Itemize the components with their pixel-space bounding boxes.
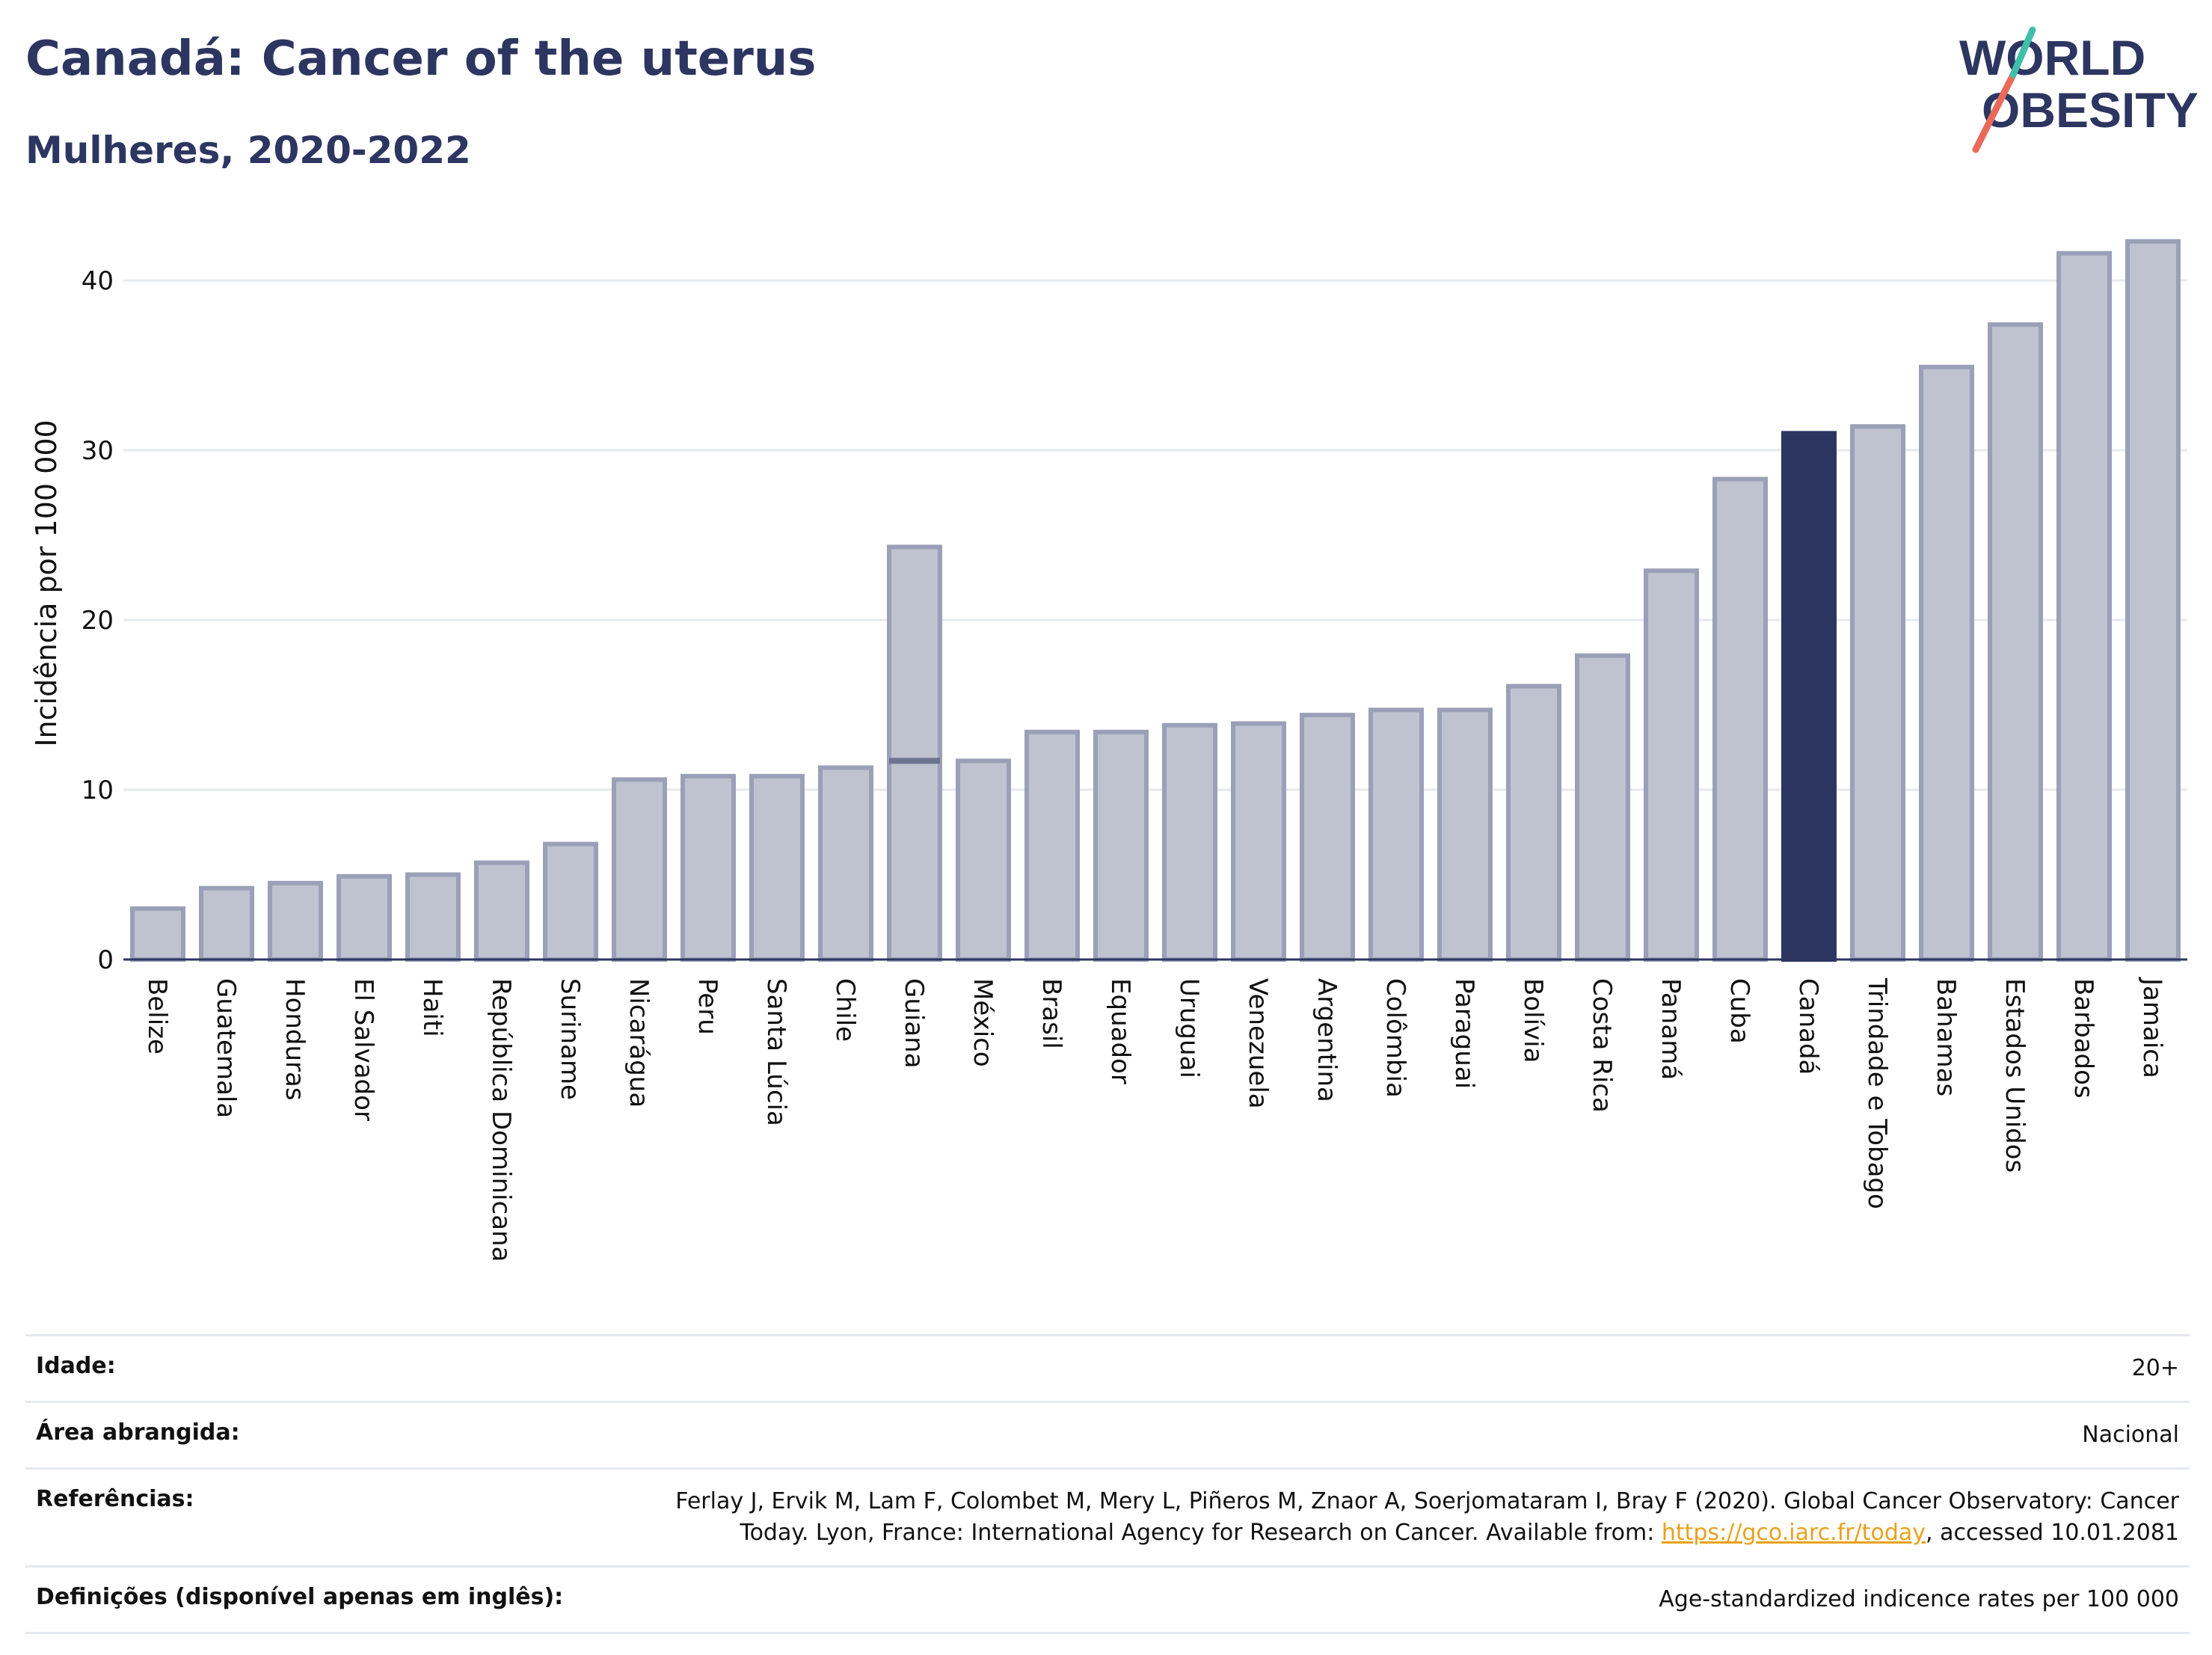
bars (130, 239, 2181, 962)
x-tick-label: Estados Unidos (2000, 978, 2030, 1173)
bar (1575, 653, 1630, 962)
bar (1644, 568, 1699, 962)
meta-key: Definições (disponível apenas em inglês)… (25, 1565, 615, 1634)
bar (612, 777, 667, 962)
metadata-table: Idade: 20+ Área abrangida: Nacional Refe… (25, 1334, 2190, 1634)
logo-slash-red (1972, 71, 2017, 153)
bar (405, 872, 461, 962)
y-axis-title: Incidência por 100 000 (30, 420, 63, 746)
x-tick-label: Equador (1105, 978, 1135, 1084)
x-tick-label: Belize (142, 978, 172, 1054)
x-tick-label: Argentina (1312, 978, 1342, 1102)
x-tick-label: Honduras (280, 978, 310, 1101)
y-tick-label: 20 (82, 606, 114, 636)
bar (1850, 424, 1905, 962)
y-tick-label: 10 (82, 776, 114, 805)
x-tick-label: Brasil (1036, 978, 1066, 1049)
bar (1368, 707, 1424, 962)
logo-line2: OBESITY (1982, 82, 2199, 138)
bar (268, 880, 323, 962)
meta-row-area: Área abrangida: Nacional (25, 1401, 2190, 1469)
x-tick-label: Venezuela (1243, 978, 1273, 1109)
meta-key: Área abrangida: (25, 1401, 615, 1469)
x-tick-label: Guiana (899, 978, 929, 1069)
bar (956, 758, 1011, 962)
meta-key: Referências: (25, 1467, 615, 1567)
reference-link[interactable]: https://gco.iarc.fr/today (1661, 1520, 1926, 1546)
x-tick-label: Jamaica (2137, 977, 2167, 1078)
x-tick-label: Nicarágua (624, 978, 654, 1108)
bar (749, 773, 805, 962)
x-tick-label: El Salvador (348, 978, 378, 1121)
meta-row-references: Referências: Ferlay J, Ervik M, Lam F, C… (25, 1467, 2190, 1567)
meta-value: Nacional (615, 1401, 2190, 1469)
x-axis-labels: Belize Guatemala Honduras El Salvador Haiti R… (142, 977, 2167, 1262)
x-tick-label: Panamá (1656, 978, 1686, 1080)
x-tick-label: Peru (692, 978, 722, 1035)
logo-slash-teal (2009, 26, 2036, 79)
bar (818, 765, 873, 962)
x-tick-label: República Dominicana (486, 978, 516, 1262)
meta-row-definitions: Definições (disponível apenas em inglês)… (25, 1565, 2190, 1634)
bar (2125, 239, 2181, 962)
x-tick-label: Trindade e Tobago (1862, 977, 1892, 1209)
bar (681, 773, 736, 962)
x-tick-label: Haiti (417, 978, 447, 1037)
x-tick-label: Colômbia (1380, 978, 1410, 1098)
meta-value: Age-standardized indicence rates per 100… (615, 1565, 2190, 1634)
x-tick-label: México (968, 978, 998, 1067)
y-axis-ticks: 0 10 20 30 40 (82, 266, 114, 975)
x-tick-label: Suriname (555, 978, 585, 1100)
bar (1231, 721, 1286, 962)
bar (199, 885, 254, 962)
y-tick-label: 30 (82, 436, 114, 466)
x-tick-label: Barbados (2068, 978, 2098, 1099)
x-tick-label: Canadá (1793, 978, 1823, 1075)
bar (1437, 707, 1493, 962)
bar (543, 841, 598, 962)
x-tick-label: Chile (830, 978, 860, 1042)
x-tick-label: Cuba (1724, 978, 1754, 1044)
bar (1712, 476, 1768, 962)
y-tick-label: 40 (82, 266, 114, 296)
meta-value: 20+ (615, 1334, 2190, 1402)
x-tick-label: Uruguai (1174, 978, 1204, 1078)
bar (2056, 251, 2112, 962)
meta-value: Ferlay J, Ervik M, Lam F, Colombet M, Me… (615, 1467, 2190, 1567)
bar (1919, 364, 1974, 962)
grid-lines (123, 279, 2187, 791)
reference-text: Ferlay J, Ervik M, Lam F, Colombet M, Me… (675, 1488, 2179, 1546)
bar (1024, 729, 1080, 962)
chart-title: Canadá: Cancer of the uterus (25, 31, 817, 87)
reference-accessed: , accessed 10.01.2081 (1926, 1520, 2179, 1546)
x-tick-label: Paraguai (1449, 978, 1479, 1089)
logo-line1: WORLD (1959, 30, 2145, 85)
x-tick-label: Bolívia (1518, 978, 1548, 1063)
x-tick-label: Costa Rica (1587, 978, 1617, 1113)
bar-highlighted (1781, 431, 1837, 962)
x-tick-label: Santa Lúcia (761, 978, 791, 1126)
world-obesity-logo: WORLD OBESITY (1959, 26, 2199, 153)
y-tick-label: 0 (97, 945, 114, 975)
bar (1506, 684, 1561, 962)
x-tick-label: Bahamas (1931, 978, 1961, 1096)
meta-row-age: Idade: 20+ (25, 1334, 2190, 1402)
bar (1988, 322, 2043, 962)
bar-chart: 0 10 20 30 40 Belize Guatemala Honduras El Salv… (30, 239, 2187, 1262)
bar (337, 873, 392, 962)
bar (1162, 722, 1217, 962)
x-tick-label: Guatemala (211, 978, 241, 1118)
bar (130, 906, 185, 962)
bar (1300, 713, 1355, 962)
bar (887, 544, 942, 962)
bar (474, 860, 529, 962)
bar (1093, 729, 1149, 962)
chart-subtitle: Mulheres, 2020-2022 (25, 129, 471, 172)
meta-key: Idade: (25, 1334, 615, 1402)
